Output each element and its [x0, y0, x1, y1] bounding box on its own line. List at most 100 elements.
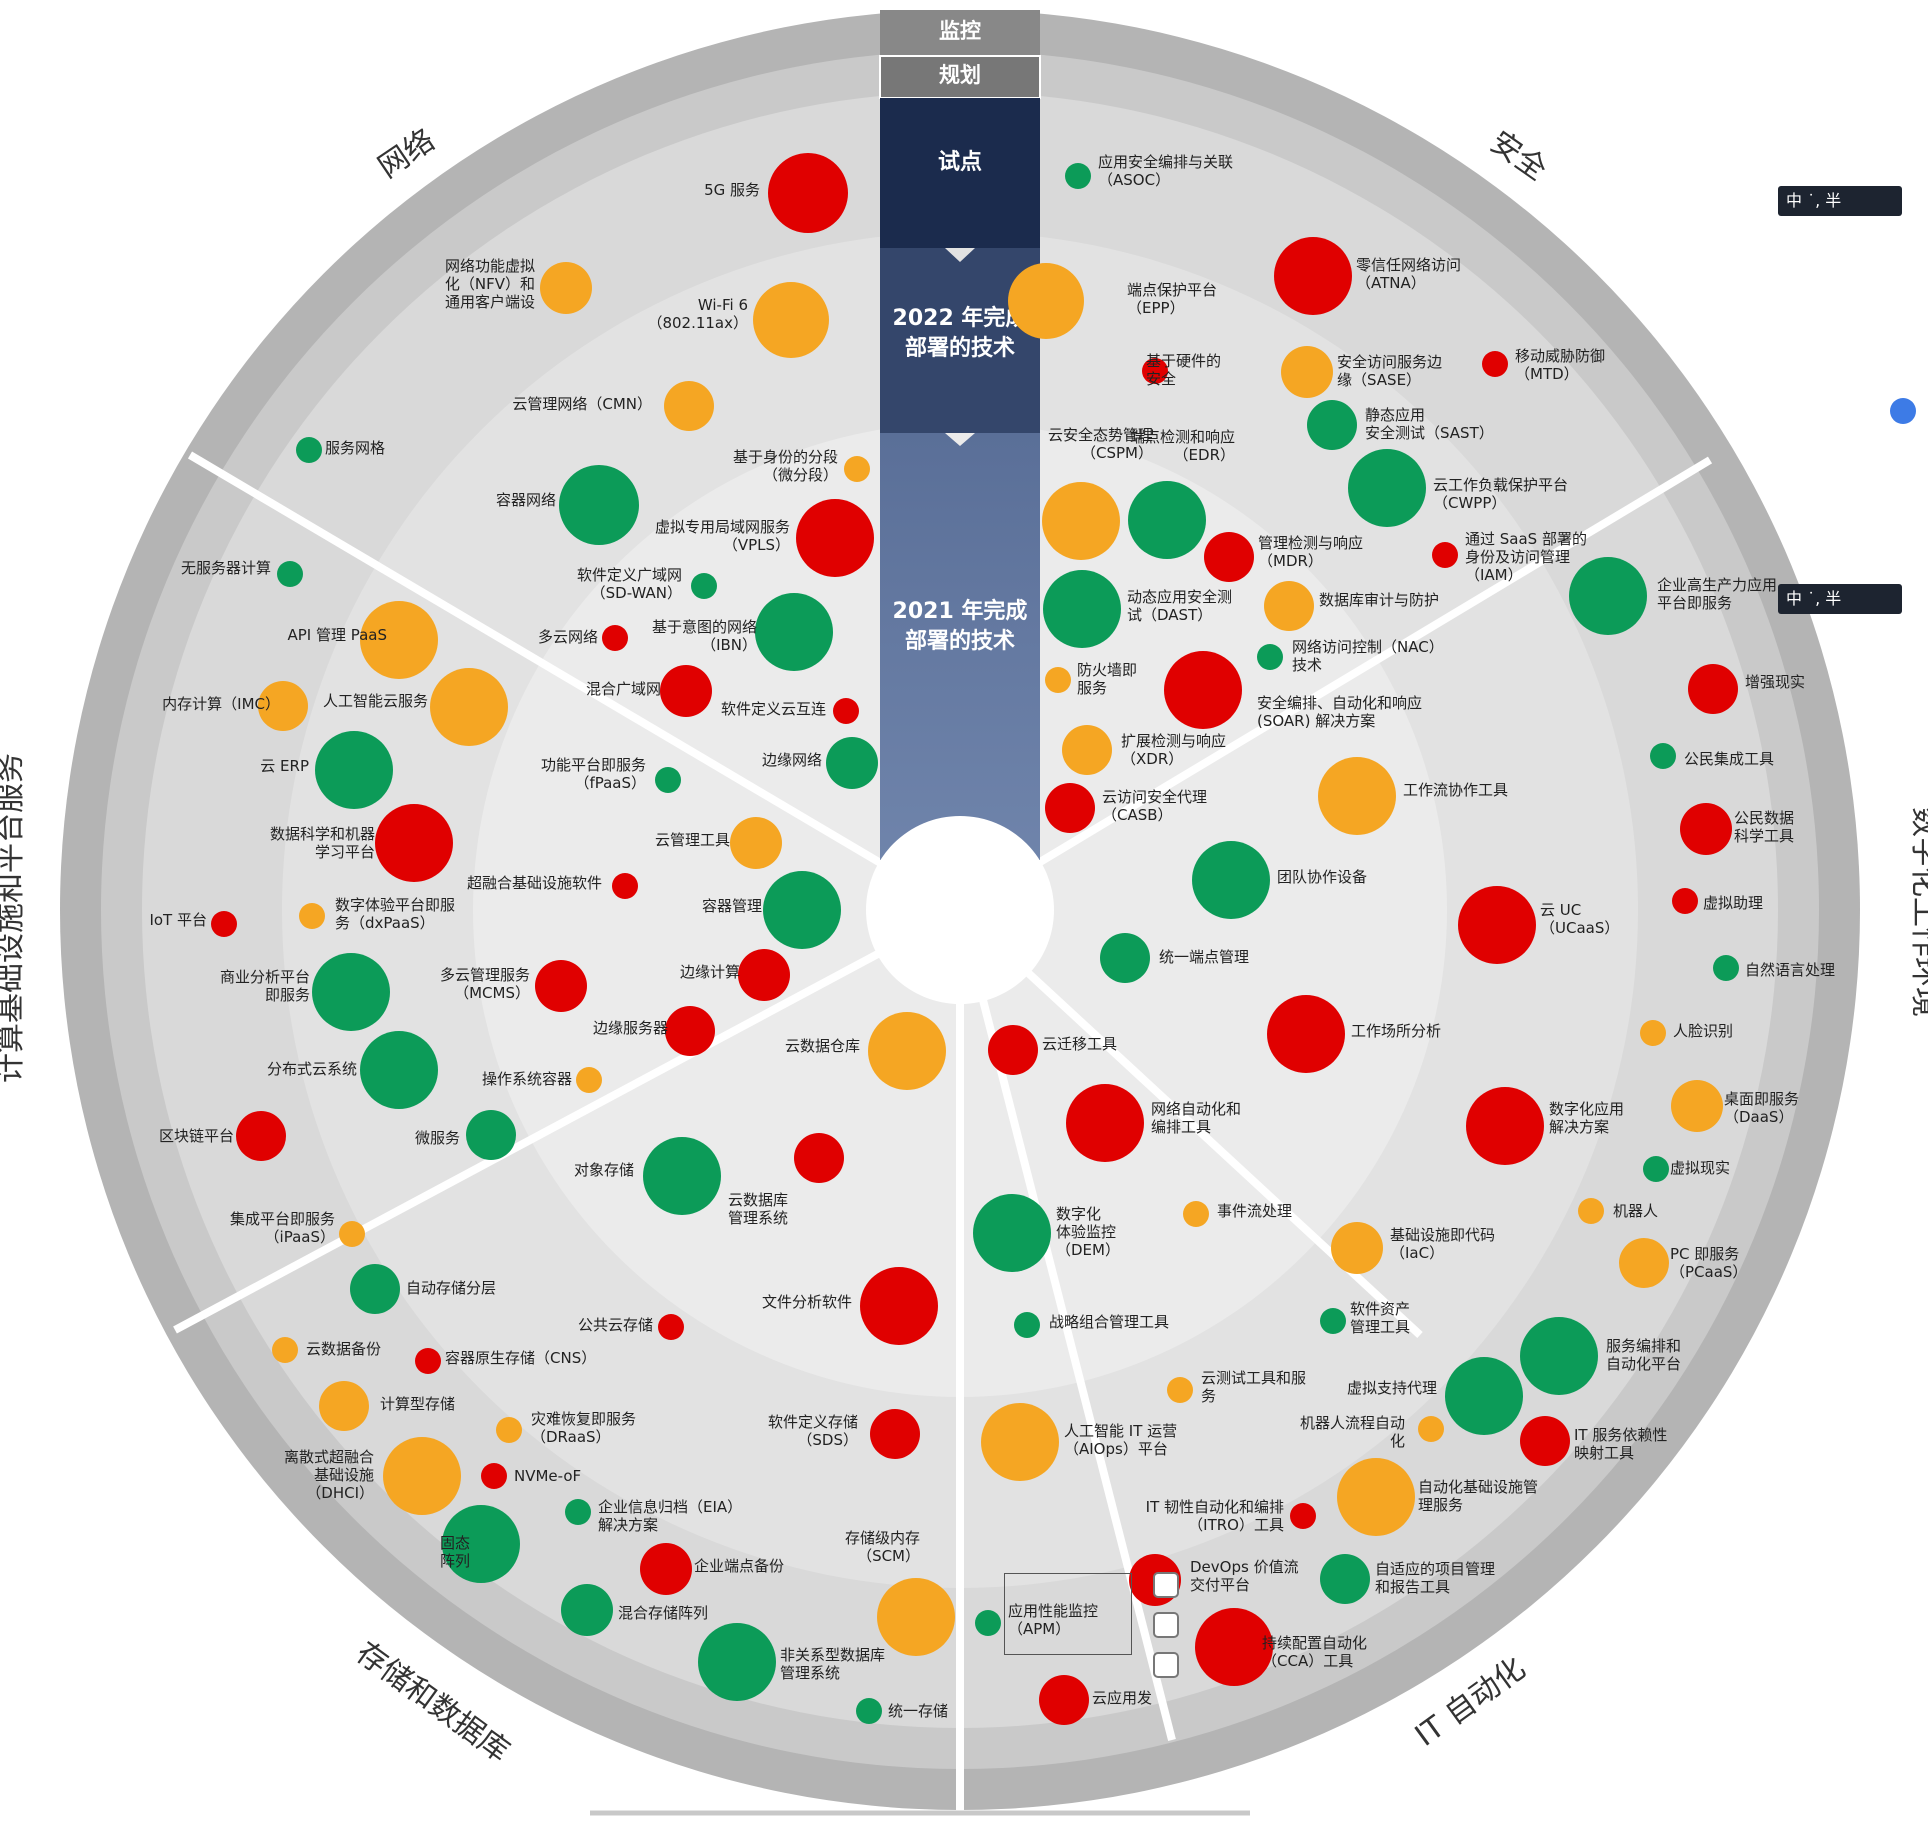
tech-item: 基于意图的网络（IBN） — [652, 593, 833, 671]
tech-bubble-red — [738, 949, 790, 1001]
tech-bubble-red — [375, 804, 453, 882]
ime-indicator-mid[interactable]: 中 ˙, 半 — [1778, 584, 1902, 614]
tech-item: 集成平台即服务（iPaaS） — [230, 1210, 365, 1247]
tech-item: 安全编排、自动化和响应(SOAR) 解决方案 — [1164, 651, 1422, 730]
tech-label: 数据科学和机器学习平台 — [270, 825, 375, 861]
tech-item: 安全访问服务边缘（SASE） — [1281, 346, 1442, 398]
print-tool-icon[interactable] — [1153, 1652, 1179, 1678]
tech-item: 端点检测和响应（EDR） — [1128, 428, 1235, 559]
tech-bubble-red — [658, 1314, 684, 1340]
tech-bubble-red — [860, 1267, 938, 1345]
tech-item: 虚拟支持代理 — [1347, 1357, 1523, 1435]
tech-item: 固态阵列 — [440, 1505, 520, 1583]
tech-bubble-orange — [360, 601, 438, 679]
tech-item: 统一端点管理 — [1100, 933, 1249, 983]
tech-item: 商业分析平台即服务 — [220, 953, 390, 1031]
tech-label: 端点保护平台（EPP） — [1127, 281, 1217, 317]
tech-item: 静态应用安全测试（SAST） — [1307, 400, 1494, 450]
tech-label: 内存计算（IMC） — [162, 695, 280, 713]
band-2022 — [880, 248, 1040, 433]
tech-item: IT 韧性自动化和编排（ITRO）工具 — [1146, 1498, 1316, 1534]
tech-bubble-green — [698, 1623, 776, 1701]
sector-label-network: 网络 — [372, 123, 441, 186]
tech-item: 服务编排和自动化平台 — [1520, 1317, 1681, 1395]
tech-label: 机器人 — [1613, 1202, 1658, 1220]
tech-label: 云数据仓库 — [785, 1037, 860, 1055]
image-tool-icon[interactable] — [1153, 1572, 1179, 1598]
tech-item: 数据科学和机器学习平台 — [270, 804, 453, 882]
tech-bubble-red — [1164, 651, 1242, 729]
tech-item: 云安全态势管理（CSPM） — [1042, 426, 1153, 560]
tech-item: 非关系型数据库管理系统 — [698, 1623, 885, 1701]
tech-bubble-green — [1128, 481, 1206, 559]
tech-item: 云管理工具 — [655, 817, 782, 869]
tech-bubble-green — [565, 1499, 591, 1525]
ime-status-text: 中 ˙, 半 — [1786, 191, 1842, 210]
tech-item: 网络自动化和编排工具 — [1066, 1084, 1241, 1162]
tech-bubble-orange — [258, 681, 308, 731]
tech-label: 超融合基础设施软件 — [467, 874, 602, 892]
tech-item: 工作流协作工具 — [1318, 757, 1508, 835]
tech-label: IT 服务依赖性映射工具 — [1574, 1426, 1667, 1462]
tech-bubble-red — [602, 625, 628, 651]
tech-bubble-red — [1290, 1503, 1316, 1529]
tech-item: IT 服务依赖性映射工具 — [1520, 1416, 1667, 1466]
tech-item: 云工作负载保护平台（CWPP） — [1348, 449, 1568, 527]
tech-item: 内存计算（IMC） — [162, 681, 308, 731]
zoom-tool-icon[interactable] — [1153, 1612, 1179, 1638]
tech-item: 自适应的项目管理和报告工具 — [1320, 1554, 1495, 1604]
tech-label: 无服务器计算 — [181, 559, 271, 577]
tech-label: 数字化应用解决方案 — [1549, 1100, 1624, 1136]
tech-bubble-green — [559, 465, 639, 545]
tech-label: 工作流协作工具 — [1403, 781, 1508, 799]
tech-bubble-red — [211, 911, 237, 937]
band-plan-label: 规划 — [939, 63, 981, 87]
tech-item: API 管理 PaaS — [287, 601, 438, 679]
tech-item: 机器人 — [1578, 1198, 1658, 1224]
tech-item: 数字体验平台即服务（dxPaaS） — [299, 896, 455, 932]
tech-item: 云管理网络（CMN） — [512, 381, 714, 431]
tech-bubble-red — [1520, 1416, 1570, 1466]
tech-item: 混合广域网 — [586, 665, 712, 717]
tech-bubble-orange — [1062, 725, 1112, 775]
tech-bubble-red — [1142, 358, 1168, 384]
tech-item: 自动存储分层 — [350, 1264, 496, 1314]
tech-label: 移动威胁防御（MTD） — [1515, 347, 1605, 383]
sector-divider — [187, 451, 963, 914]
tech-label: 服务编排和自动化平台 — [1606, 1337, 1681, 1373]
tech-bubble-green — [1065, 163, 1091, 189]
tech-label: 增强现实 — [1745, 673, 1805, 691]
tech-bubble-green — [1320, 1308, 1346, 1334]
tech-label: 应用性能监控（APM） — [1008, 1602, 1098, 1638]
tech-label: 软件定义云互连 — [721, 700, 826, 718]
tech-label: 边缘计算 — [680, 963, 740, 981]
tech-item: 多云管理服务（MCMS） — [440, 960, 587, 1012]
tech-bubble-green — [973, 1194, 1051, 1272]
tech-label: 基于硬件的安全 — [1146, 352, 1221, 388]
tech-bubble-red — [1482, 351, 1508, 377]
tech-bubble-orange — [319, 1381, 369, 1431]
tech-bubble-orange — [272, 1337, 298, 1363]
tech-label: 自适应的项目管理和报告工具 — [1375, 1560, 1495, 1596]
tech-item: 云 UC （UCaaS） — [1458, 886, 1619, 964]
tech-label: 多云管理服务（MCMS） — [440, 966, 530, 1002]
ime-indicator-top[interactable]: 中 ˙, 半 — [1778, 186, 1902, 216]
ime-status-text: 中 ˙, 半 — [1786, 589, 1842, 608]
apm-selection-frame — [1004, 1573, 1132, 1655]
tech-label: 云 UC （UCaaS） — [1540, 901, 1619, 937]
tech-item: 自然语言处理 — [1713, 955, 1835, 981]
tech-label: 机器人流程自动化 — [1300, 1414, 1405, 1450]
tech-label: 人工智能云服务 — [323, 692, 428, 710]
stage-2022-label: 2022 年完成部署的技术 — [893, 305, 1028, 361]
tech-item: 数字化体验监控（DEM） — [973, 1194, 1120, 1272]
tech-bubble-red — [1039, 1675, 1089, 1725]
tech-bubble-red — [1195, 1608, 1273, 1686]
tech-bubble-green — [360, 1031, 438, 1109]
tech-item: 云数据仓库 — [785, 1012, 946, 1090]
side-floating-icon[interactable] — [1890, 398, 1916, 424]
tech-bubble-orange — [1183, 1201, 1209, 1227]
tech-label: 商业分析平台即服务 — [220, 968, 310, 1004]
tech-label: 团队协作设备 — [1277, 868, 1367, 886]
